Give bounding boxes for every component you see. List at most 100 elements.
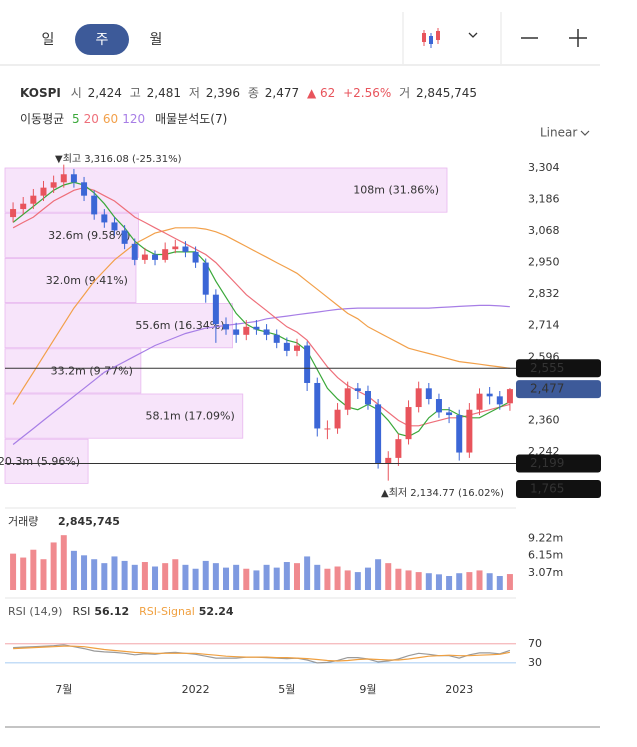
profile-label: 20.3m (5.96%) — [0, 455, 80, 468]
y-tick-label: 2,360 — [528, 413, 560, 426]
chart-type-button[interactable] — [422, 28, 478, 48]
rsi-name: RSI — [72, 605, 90, 618]
profile-bar — [4, 212, 139, 258]
volume-tick-label: 6.15m — [528, 549, 563, 562]
volume-bar — [354, 572, 361, 590]
volume-bar — [152, 566, 159, 590]
label: 시 — [71, 86, 82, 100]
x-tick-label: 9월 — [359, 683, 376, 696]
tab[interactable]: 일 — [42, 32, 55, 48]
label: 종 — [248, 86, 259, 100]
rsi-last: 56.12 — [94, 605, 129, 618]
candle-body — [446, 412, 453, 416]
rsi-tick-label: 30 — [528, 656, 542, 669]
volume-bar — [253, 570, 260, 590]
candle-body — [10, 209, 17, 218]
ma-line — [12, 181, 511, 438]
y-tick-label: 3,304 — [528, 161, 560, 174]
y-tick-label: 3,068 — [528, 224, 560, 237]
volume-bar — [10, 553, 17, 590]
y-tick-label: 2,832 — [528, 287, 560, 300]
signal-name: RSI-Signal — [139, 605, 195, 618]
rsi-tick-label: 70 — [528, 637, 542, 650]
price-tag — [516, 359, 601, 378]
volume-bar — [425, 573, 432, 590]
profile-label: 55.6m (16.34%) — [135, 319, 224, 332]
tab[interactable]: 월 — [150, 32, 163, 48]
candle-body — [334, 409, 341, 429]
candle-body — [212, 294, 219, 325]
value: 2,481 — [147, 86, 181, 100]
candle-body — [111, 222, 118, 231]
profile-bar — [4, 348, 142, 394]
candle-body — [70, 174, 77, 183]
volume-bar — [212, 563, 219, 590]
volume-bar — [375, 559, 382, 590]
volume-last: 2,845,745 — [58, 515, 120, 528]
volume-bar — [192, 568, 199, 590]
profile-label: 33.2m (9.77%) — [51, 364, 133, 377]
profile-label: 32.0m (9.41%) — [46, 274, 128, 287]
candle-body — [40, 187, 47, 196]
volume-bar — [121, 560, 128, 590]
volume-bar — [243, 568, 250, 590]
candle-body — [375, 404, 382, 464]
candle-body — [202, 262, 209, 295]
volume-bar — [40, 559, 47, 590]
label: 저 — [189, 86, 200, 100]
volume-bar — [324, 568, 331, 590]
volume-bar — [415, 572, 422, 590]
zoom-in[interactable] — [569, 29, 587, 47]
quote: KOSPI 시 2,424 고 2,481 저 2,396 종 2,477 ▲ … — [20, 86, 477, 100]
volume-bar — [162, 563, 169, 590]
price-tag — [516, 480, 601, 498]
candle-body — [131, 243, 138, 260]
price-tag-label: 2,477 — [530, 382, 564, 396]
candle-body — [253, 326, 260, 330]
volume-bar — [101, 563, 108, 590]
candle-body — [81, 182, 88, 196]
ma-period: 60 — [103, 112, 118, 126]
volume-bar — [60, 535, 67, 590]
candle-body — [395, 439, 402, 458]
x-tick-label: 7월 — [55, 683, 72, 696]
candle-body — [466, 409, 473, 453]
candle-body — [121, 230, 128, 244]
candle-body — [192, 251, 199, 263]
volume-bar — [476, 570, 483, 590]
candle-body — [405, 407, 412, 440]
candle-body — [506, 389, 513, 404]
price-tag-label: 2,555 — [530, 361, 564, 375]
value: 2,424 — [88, 86, 122, 100]
change: ▲ 62 — [307, 86, 335, 100]
candle-body — [141, 254, 148, 260]
candle-body — [425, 388, 432, 400]
ma-line — [12, 227, 510, 405]
candle-body — [354, 388, 361, 391]
ma-period: 20 — [84, 112, 99, 126]
candle-body — [91, 195, 98, 215]
volume-bar — [172, 559, 179, 590]
signal-line — [13, 645, 511, 662]
volume-bar — [364, 567, 371, 590]
volume-bar — [435, 574, 442, 590]
volume-bar — [91, 559, 98, 590]
price-tag — [516, 380, 601, 399]
candle-body — [182, 246, 189, 252]
y-tick-label: 2,714 — [528, 319, 560, 332]
ma-period: 120 — [122, 112, 145, 126]
tab[interactable]: 주 — [96, 32, 109, 48]
candle-body — [456, 415, 463, 453]
candle-body — [283, 342, 290, 351]
candle-body — [50, 182, 57, 188]
candle-body — [30, 195, 37, 204]
scale-chevron[interactable] — [580, 130, 590, 136]
rsi-title: RSI (14,9) RSI 56.12 RSI-Signal 52.24 — [8, 605, 234, 618]
candle-body — [263, 329, 270, 335]
candle-body — [304, 345, 311, 383]
profile-label: 32.6m (9.58%) — [48, 229, 130, 242]
scale-button[interactable]: Linear — [540, 126, 577, 140]
candle-body — [496, 396, 503, 405]
volume-bar — [202, 560, 209, 590]
